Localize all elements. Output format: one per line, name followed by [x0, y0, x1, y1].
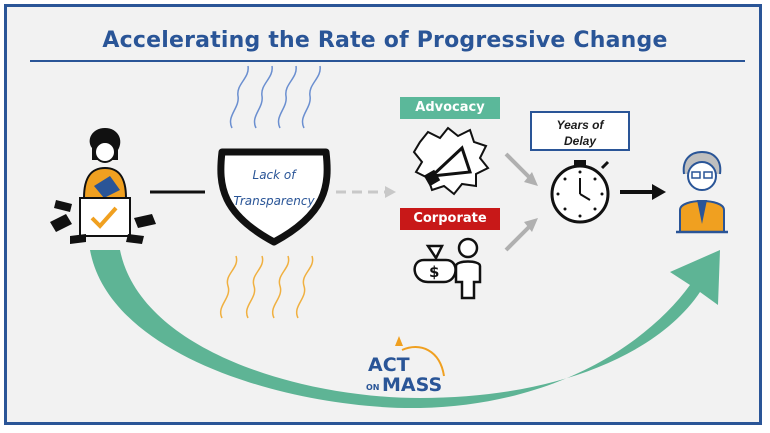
shield-label-line2: Transparency [233, 194, 315, 208]
stopwatch-icon [550, 160, 610, 224]
shield-icon [217, 148, 331, 246]
advocacy-label: Advocacy [400, 97, 500, 119]
voter-ballot-icon [50, 128, 156, 244]
years-of-delay-box: Years of Delay [530, 111, 630, 151]
act-on-mass-logo-mark [395, 336, 445, 377]
legislator-icon [676, 150, 728, 234]
corporate-arrow [504, 224, 532, 252]
logo-on-text: ON [366, 383, 380, 392]
logo-mass-text: MASS [382, 374, 443, 396]
progress-arc [90, 250, 720, 409]
money-bag-person-icon: $ [413, 237, 482, 300]
shield-label-line1: Lack of [252, 168, 296, 182]
svg-text:$: $ [429, 263, 439, 281]
megaphone-icon [412, 126, 490, 196]
title-underline [30, 60, 745, 62]
advocacy-arrow [504, 152, 532, 180]
logo-act-text: ACT [368, 354, 410, 376]
diagram-title: Accelerating the Rate of Progressive Cha… [102, 28, 668, 53]
corporate-label: Corporate [400, 208, 500, 230]
delay-line1: Years of [556, 118, 604, 132]
delay-line2: Delay [563, 134, 597, 148]
